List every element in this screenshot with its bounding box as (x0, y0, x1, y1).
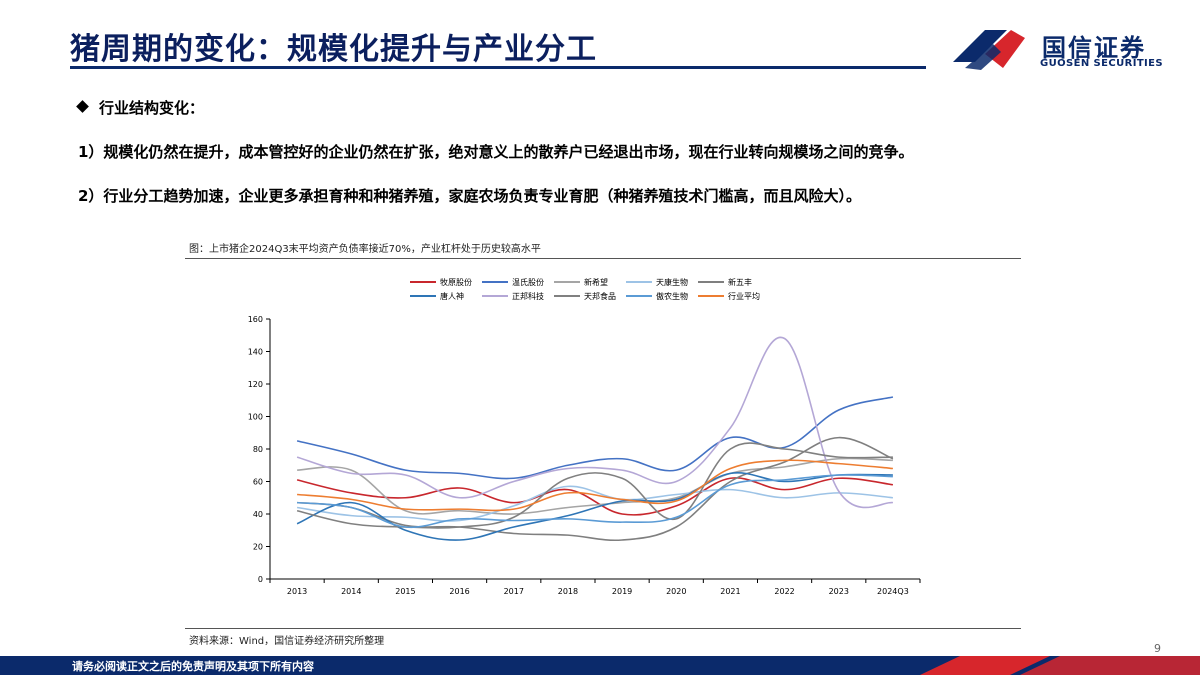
chart-axes: 0 20 40 60 80 100 120 140 160 2013 2014 2015 2016 201… (248, 315, 921, 596)
series-line-2 (296, 396, 894, 480)
legend-label: 行业平均 (728, 291, 760, 301)
y-tick-label: 0 (258, 575, 263, 584)
series-line-9 (297, 474, 893, 529)
legend-label: 傲农生物 (656, 291, 688, 301)
legend-label: 温氏股份 (512, 277, 544, 287)
legend-label: 天邦食品 (584, 291, 616, 301)
x-tick-label: 2024Q3 (877, 587, 909, 596)
chart-caption: 图：上市猪企2024Q3末平均资产负债率接近70%，产业杠杆处于历史较高水平 (189, 244, 541, 255)
series-line-10 (297, 459, 893, 512)
series-line-6 (296, 471, 893, 541)
legend-label: 新希望 (584, 277, 608, 287)
legend-label: 正邦科技 (512, 291, 544, 301)
page-number: 9 (1154, 642, 1161, 655)
chart-top-rule (185, 258, 1021, 259)
diamond-bullet-icon (76, 100, 89, 113)
series-line-4 (296, 485, 893, 522)
x-tick-label: 2019 (612, 587, 632, 596)
x-tick-label: 2022 (774, 587, 794, 596)
logo-text-cn: 国信证券 (1042, 34, 1146, 62)
x-tick-label: 2016 (449, 587, 469, 596)
series-line-5 (297, 436, 894, 542)
legend-label: 唐人神 (440, 291, 464, 301)
x-tick-label: 2020 (666, 587, 686, 596)
footer-accent-icon (920, 656, 1200, 675)
y-tick-label: 120 (248, 380, 263, 389)
logo-text-en: GUOSEN SECURITIES (1040, 58, 1164, 69)
bullet-heading-text: 行业结构变化： (99, 99, 205, 117)
x-tick-label: 2023 (829, 587, 849, 596)
source-note: 资料来源：Wind，国信证券经济研究所整理 (189, 636, 385, 647)
footer-disclaimer: 请务必阅读正文之后的免责声明及其项下所有内容 (72, 660, 314, 673)
point-1: 1）规模化仍然在提升，成本管控好的企业仍然在扩张，绝对意义上的散养户已经退出市场… (78, 143, 914, 161)
y-tick-label: 80 (253, 445, 263, 454)
footer-bar: 请务必阅读正文之后的免责声明及其项下所有内容 (0, 656, 1200, 675)
chart-bottom-rule (185, 628, 1021, 629)
legend-label: 牧原股份 (440, 277, 472, 287)
title-divider (70, 66, 926, 69)
guosen-logo-icon (953, 30, 1025, 70)
x-tick-label: 2021 (720, 587, 740, 596)
page-title: 猪周期的变化：规模化提升与产业分工 (70, 32, 597, 67)
x-tick-label: 2017 (504, 587, 524, 596)
legend-label: 天康生物 (656, 277, 688, 287)
y-tick-label: 140 (248, 348, 263, 357)
y-tick-label: 100 (248, 413, 263, 422)
x-tick-label: 2013 (287, 587, 307, 596)
x-tick-label: 2018 (558, 587, 578, 596)
y-tick-label: 20 (253, 543, 263, 552)
chart-series (296, 336, 894, 542)
series-line-1 (296, 477, 894, 516)
series-line-3 (297, 457, 893, 515)
y-tick-label: 60 (253, 478, 263, 487)
point-2: 2）行业分工趋势加速，企业更多承担育种和种猪养殖，家庭农场负责专业育肥（种猪养殖… (78, 187, 861, 205)
bullet-heading: 行业结构变化： (76, 97, 205, 118)
x-tick-label: 2015 (395, 587, 415, 596)
y-tick-label: 160 (248, 315, 263, 324)
y-tick-label: 40 (253, 510, 263, 519)
series-line-7 (296, 336, 894, 509)
legend-label: 新五丰 (728, 277, 752, 287)
series-line-8 (296, 442, 893, 529)
x-tick-label: 2014 (341, 587, 361, 596)
